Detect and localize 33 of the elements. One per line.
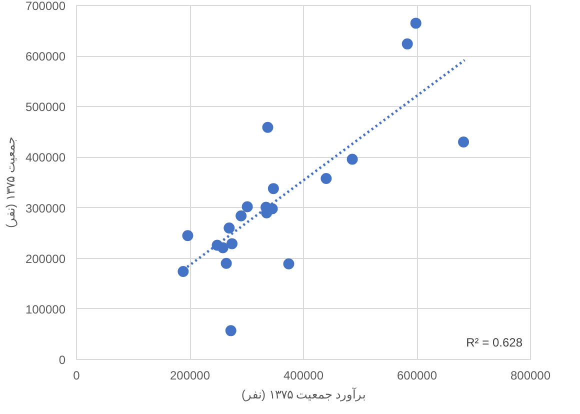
point <box>262 122 274 133</box>
point <box>458 136 470 148</box>
y-tick-label: 100000 <box>25 302 66 316</box>
point <box>224 222 235 234</box>
y-axis-title: جمعیت ۱۳۷۵ (نفر) <box>3 137 18 228</box>
y-tick-label: 300000 <box>25 201 66 216</box>
point <box>242 201 253 212</box>
point <box>217 242 228 254</box>
point <box>225 325 236 336</box>
point <box>178 266 189 277</box>
point <box>226 238 238 250</box>
y-tick-label: 400000 <box>25 150 66 165</box>
point <box>268 183 279 194</box>
y-tick-label: 0 <box>58 353 66 367</box>
point <box>182 230 194 242</box>
y-tick-label: 600000 <box>25 50 66 64</box>
point <box>283 258 294 270</box>
y-tick-label: 700000 <box>25 0 66 13</box>
x-axis-title: برآورد جمعیت ۱۳۷۵ (نفر) <box>242 386 366 402</box>
point <box>410 18 422 29</box>
y-tick-label: 500000 <box>25 100 66 114</box>
point <box>236 210 247 222</box>
point <box>402 38 413 50</box>
x-tick-label: 200000 <box>170 368 210 382</box>
point <box>346 154 358 165</box>
x-tick-label: 400000 <box>283 368 324 382</box>
x-tick-label: 800000 <box>510 368 551 382</box>
point <box>320 172 332 184</box>
x-tick-label: 600000 <box>396 368 438 382</box>
point <box>220 258 232 269</box>
annotation: R² = 0.628 <box>466 336 523 350</box>
x-tick-label: 0 <box>73 368 80 382</box>
y-tick-label: 200000 <box>25 252 66 266</box>
